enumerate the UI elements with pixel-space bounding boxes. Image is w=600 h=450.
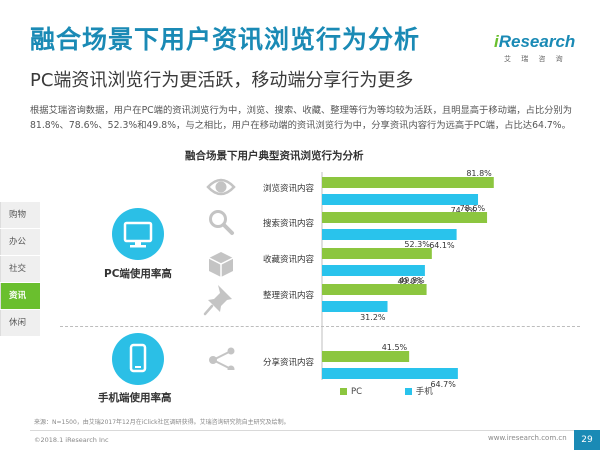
share-icon bbox=[209, 347, 235, 370]
copyright: ©2018.1 iResearch Inc bbox=[34, 436, 109, 444]
side-nav-item-leisure[interactable]: 休闲 bbox=[0, 310, 40, 336]
category-label: 收藏资讯内容 bbox=[263, 254, 315, 265]
side-nav: 购物 办公 社交 资讯 休闲 bbox=[0, 202, 40, 337]
bar-value-label: 31.2% bbox=[360, 313, 386, 322]
legend-label-pc: PC bbox=[351, 387, 363, 397]
page-number: 29 bbox=[574, 430, 600, 450]
legend-item-pc: PC bbox=[340, 387, 362, 397]
pc-usage-caption: PC端使用率高 bbox=[104, 268, 172, 280]
pc-device-circle bbox=[112, 208, 164, 260]
box-icon bbox=[208, 252, 234, 277]
website-url: www.iresearch.com.cn bbox=[488, 434, 567, 442]
category-label: 分享资讯内容 bbox=[263, 357, 315, 368]
bar-mobile bbox=[322, 368, 458, 379]
page-subtitle: PC端资讯浏览行为更活跃，移动端分享行为更多 bbox=[30, 70, 414, 91]
legend-swatch-mobile bbox=[404, 388, 412, 395]
smartphone-icon bbox=[129, 343, 147, 373]
bar-pc bbox=[322, 212, 488, 223]
side-nav-item-office[interactable]: 办公 bbox=[0, 229, 40, 255]
bar-mobile bbox=[322, 301, 388, 312]
mobile-device-circle bbox=[112, 333, 164, 385]
legend-swatch-pc bbox=[340, 388, 347, 395]
side-nav-item-social[interactable]: 社交 bbox=[0, 256, 40, 282]
legend-item-mobile: 手机 bbox=[404, 385, 433, 397]
page-description: 根据艾瑞咨询数据，用户在PC端的资讯浏览行为中，浏览、搜索、收藏、整理等行为等均… bbox=[30, 105, 573, 131]
bar-mobile bbox=[322, 265, 425, 276]
bar-mobile bbox=[322, 229, 457, 240]
bar-value-label: 52.3% bbox=[404, 240, 430, 249]
category-label: 整理资讯内容 bbox=[263, 290, 315, 301]
page-title: 融合场景下用户资讯浏览行为分析 bbox=[30, 25, 421, 54]
source-note: 来源：N=1500，由艾瑞2017年12月在iClick社区调研获得。艾瑞咨询研… bbox=[34, 419, 290, 426]
bar-pc bbox=[322, 177, 494, 188]
side-nav-item-news[interactable]: 资讯 bbox=[0, 283, 40, 309]
footer-divider bbox=[30, 430, 574, 431]
pin-icon bbox=[203, 285, 232, 316]
bar-pc bbox=[322, 284, 427, 295]
bar-value-label: 41.5% bbox=[382, 343, 408, 352]
search-icon bbox=[209, 210, 234, 235]
bar-value-label: 49.0% bbox=[397, 277, 423, 286]
category-label: 浏览资讯内容 bbox=[263, 183, 315, 194]
legend-label-mobile: 手机 bbox=[415, 387, 433, 397]
bar-mobile bbox=[322, 194, 479, 205]
bar-value-label: 64.1% bbox=[429, 241, 455, 250]
bar-value-label: 49.8% bbox=[399, 276, 425, 285]
logo-cn: 艾 瑞 咨 询 bbox=[504, 55, 567, 63]
eye-icon bbox=[206, 178, 236, 196]
category-label: 搜索资讯内容 bbox=[263, 218, 315, 229]
bar-value-label: 64.7% bbox=[430, 380, 456, 389]
bar-value-label: 74.3% bbox=[451, 206, 477, 215]
bar-value-label: 81.8% bbox=[466, 169, 492, 178]
mobile-usage-caption: 手机端使用率高 bbox=[98, 392, 172, 404]
logo-brand: iResearch bbox=[494, 32, 576, 51]
bar-pc bbox=[322, 351, 410, 362]
category-icons bbox=[203, 178, 236, 370]
side-nav-item-shopping[interactable]: 购物 bbox=[0, 202, 40, 228]
iresearch-logo: iResearch 艾 瑞 咨 询 bbox=[494, 32, 576, 64]
bar-pc bbox=[322, 248, 432, 259]
bar-value-label: 78.6% bbox=[460, 204, 486, 213]
section-divider bbox=[60, 326, 580, 327]
chart-legend: PC 手机 bbox=[340, 385, 473, 397]
monitor-icon bbox=[123, 221, 153, 248]
chart-title: 融合场景下用户典型资讯浏览行为分析 bbox=[185, 150, 364, 162]
